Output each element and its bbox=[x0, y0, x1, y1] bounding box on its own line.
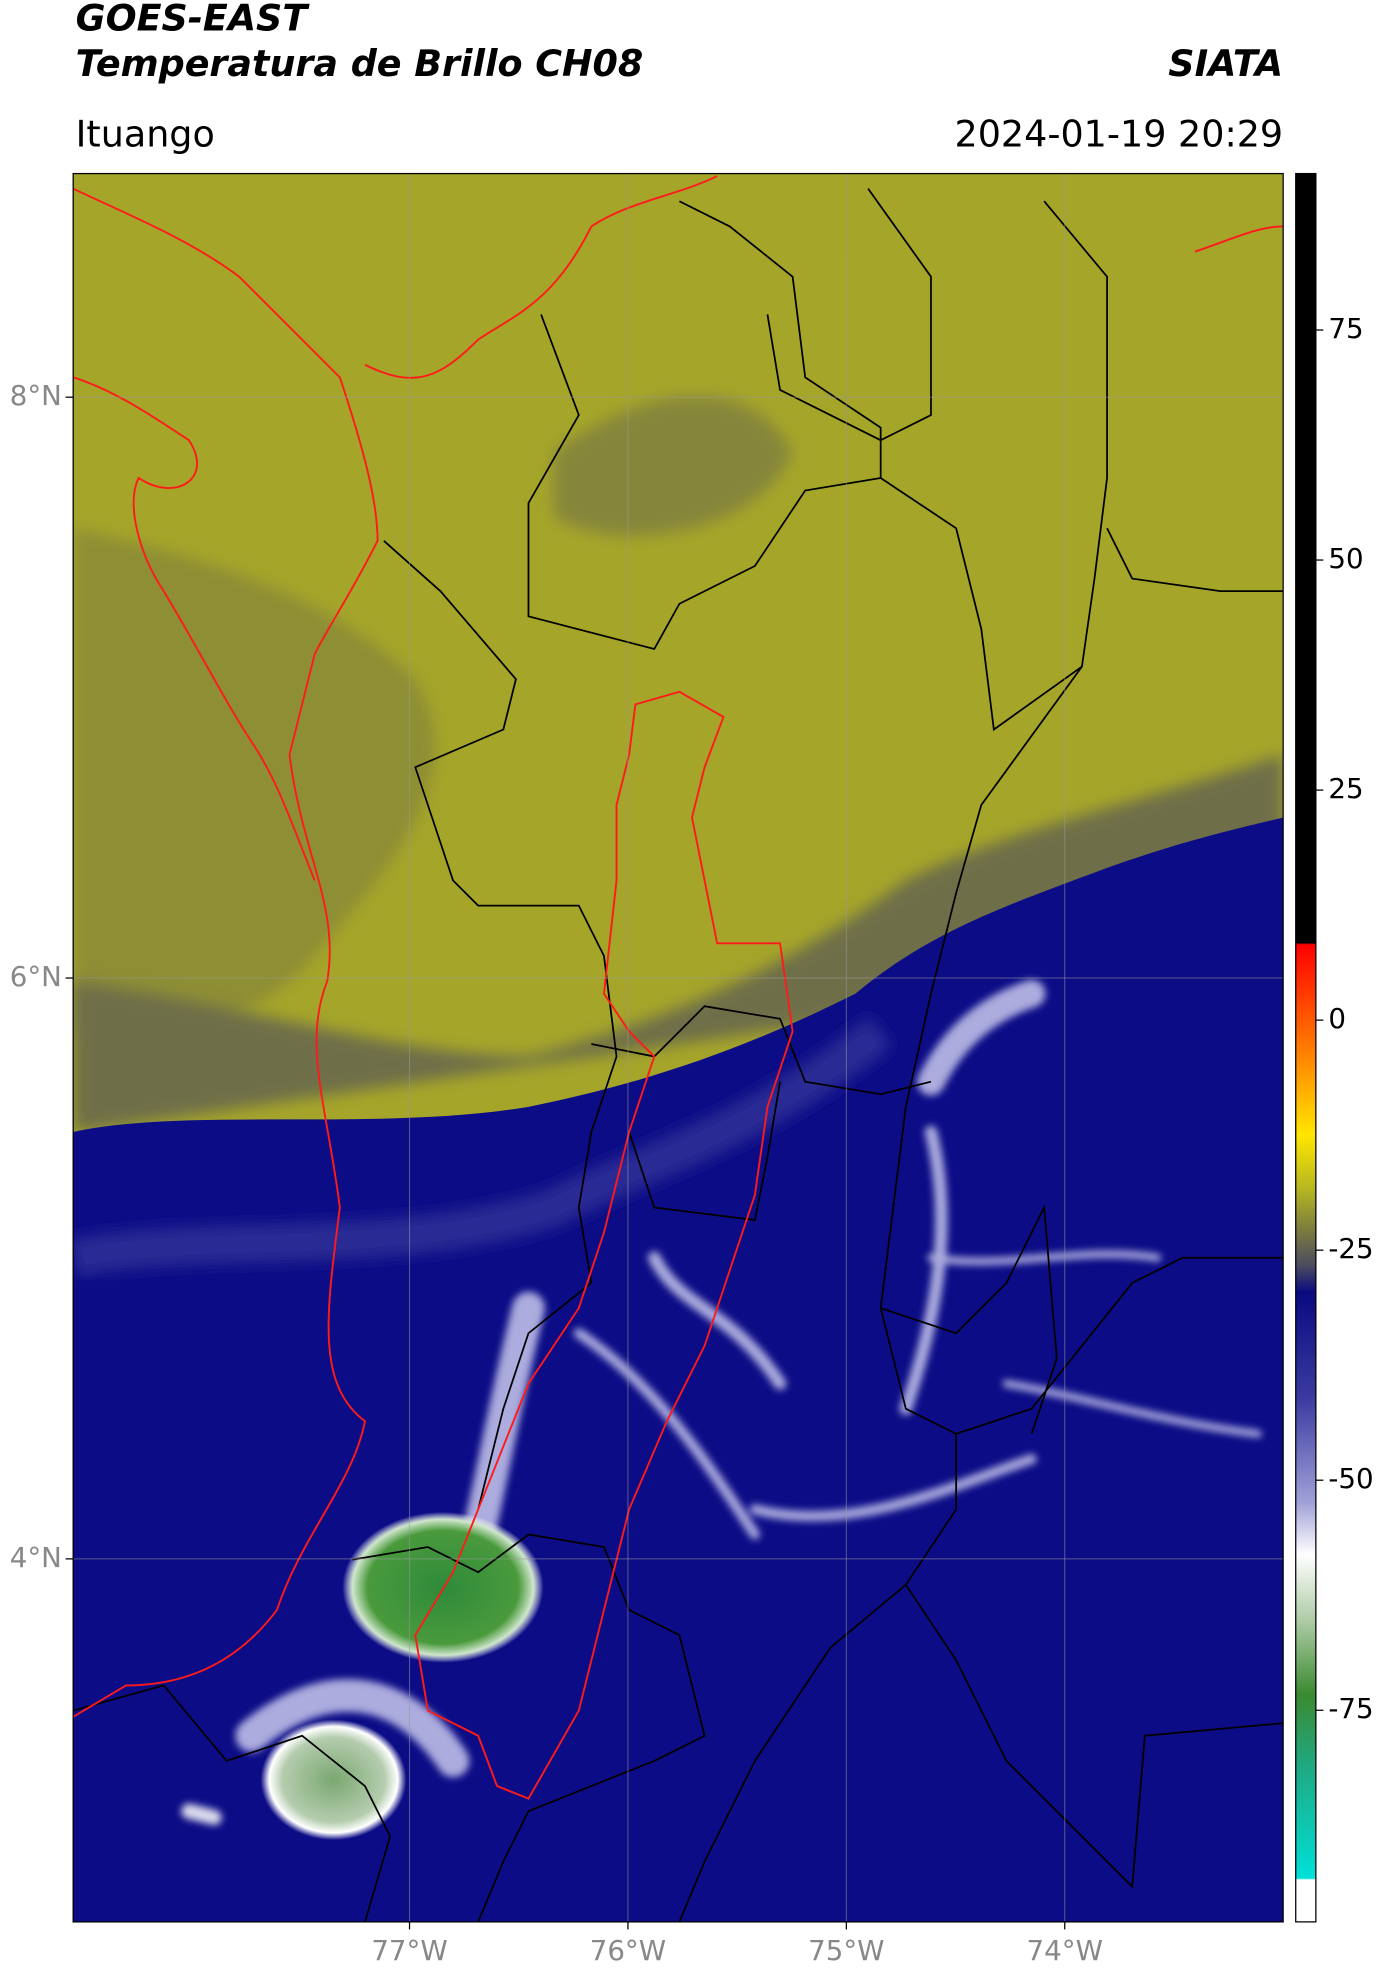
graticule bbox=[73, 173, 1284, 1922]
x-tick-label: 75°W bbox=[808, 1934, 884, 1967]
x-tick-label: 77°W bbox=[371, 1934, 447, 1967]
map-frame bbox=[72, 172, 1284, 1923]
datetime: 2024-01-19 20:29 bbox=[955, 112, 1284, 155]
location: Ituango bbox=[76, 112, 215, 155]
source: SIATA bbox=[1168, 42, 1283, 85]
admin-borders bbox=[73, 188, 1284, 1922]
colorbar-tick-label: 0 bbox=[1328, 1002, 1346, 1035]
y-tick-label: 8°N bbox=[10, 379, 62, 412]
satellite-image bbox=[73, 173, 1284, 1922]
colorbar-tick-label: 50 bbox=[1328, 542, 1363, 575]
y-tick-label: 6°N bbox=[10, 960, 62, 993]
subtitle: Temperatura de Brillo CH08 bbox=[76, 42, 644, 85]
colorbar-tick-label: -50 bbox=[1328, 1462, 1373, 1495]
colorbar-tick-label: 25 bbox=[1328, 772, 1363, 805]
y-tick-label: 4°N bbox=[10, 1541, 62, 1574]
title: GOES-EAST bbox=[76, 0, 311, 40]
colorbar-tick-label: -25 bbox=[1328, 1232, 1373, 1265]
colorbar bbox=[1295, 172, 1317, 1923]
x-tick-label: 76°W bbox=[590, 1934, 666, 1967]
coast-and-region-outline bbox=[73, 175, 1284, 1800]
colorbar-tick-label: -75 bbox=[1328, 1692, 1373, 1725]
colorbar-tick-label: 75 bbox=[1328, 312, 1363, 345]
x-tick-label: 74°W bbox=[1027, 1934, 1103, 1967]
